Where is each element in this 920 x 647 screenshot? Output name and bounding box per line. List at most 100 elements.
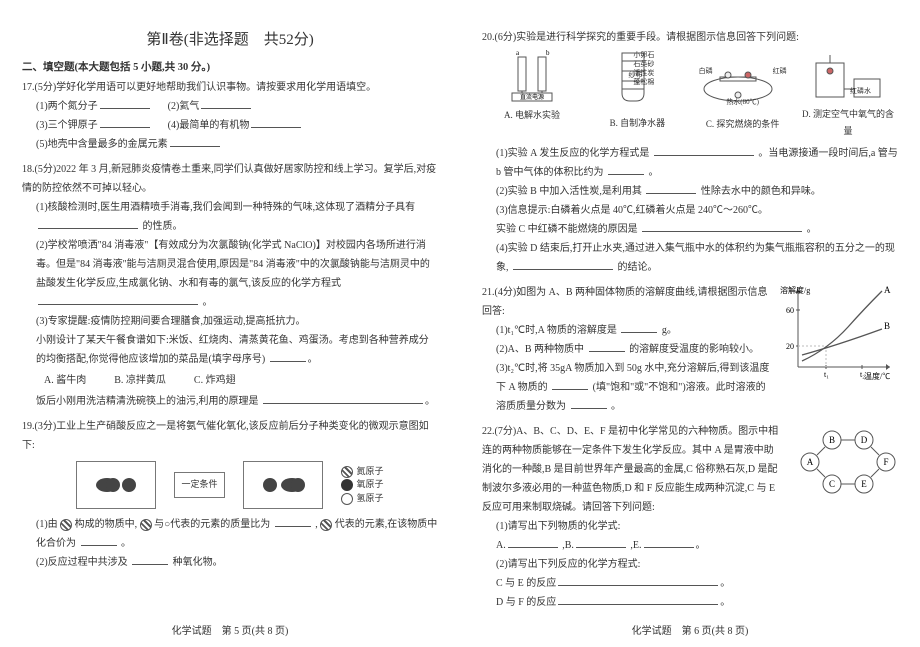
q18-2: (2)学校常喷洒"84 消毒液"【有效成分为次氯酸钠(化学式 NaClO)】对校…	[36, 240, 430, 289]
page-6: 20.(6分)实验是进行科学探究的重要手段。请根据图示信息回答下列问题: 直流电…	[460, 0, 920, 647]
q22-2: (2)请写出下列反应的化学方程式:	[482, 555, 898, 574]
q20-1t: 。	[649, 167, 659, 178]
apparatus-D: 红磷水 D. 测定空气中氧气的含量	[798, 49, 898, 140]
capA: A. 电解水实验	[482, 107, 582, 124]
svg-text:D: D	[861, 435, 868, 445]
blank	[552, 378, 588, 390]
molecule-icon	[263, 478, 277, 492]
open-icon	[341, 493, 353, 505]
q21-3t: 。	[611, 401, 621, 412]
svg-text:E: E	[861, 479, 867, 489]
blank	[621, 321, 657, 333]
q18-optC: C. 炸鸡翅	[194, 371, 236, 390]
q19: 19.(3分)工业上生产硝酸反应之一是将氨气催化氧化,该反应前后分子种类变化的微…	[22, 417, 438, 572]
q17: 17.(5分)学好化学用语可以更好地帮助我们认识事物。请按要求用化学用语填空。 …	[22, 78, 438, 154]
q18: 18.(5分)2022 年 3 月,新冠肺炎疫情卷土重来,同学们认真做好居家防控…	[22, 160, 438, 411]
labC3: 热水(80℃)	[693, 96, 793, 109]
q22-2b: D 与 F 的反应	[496, 597, 556, 608]
svg-text:C: C	[829, 479, 835, 489]
q20: 20.(6分)实验是进行科学探究的重要手段。请根据图示信息回答下列问题: 直流电…	[482, 28, 898, 277]
q20-3b: 实验 C 中红磷不能燃烧的原因是	[496, 224, 638, 235]
blank	[558, 593, 718, 605]
capD: D. 测定空气中氧气的含量	[798, 106, 898, 140]
xt1: t₁	[824, 370, 829, 379]
labD: 红磷水	[850, 85, 920, 98]
q20-apparatus-row: 直流电源 ab A. 电解水实验 小卵石 石英砂	[482, 49, 898, 140]
reaction-arrow: 一定条件	[174, 472, 224, 497]
q20-stem: 20.(6分)实验是进行科学探究的重要手段。请根据图示信息回答下列问题:	[482, 28, 898, 47]
q18-optB: B. 凉拌黄瓜	[114, 371, 166, 390]
q19-products-box	[243, 461, 323, 509]
hatch-icon	[320, 519, 332, 531]
blank	[263, 392, 423, 404]
blank	[571, 397, 607, 409]
blank	[513, 258, 613, 270]
q19-reactants-box	[76, 461, 156, 509]
capC: C. 探究燃烧的条件	[693, 116, 793, 133]
apparatus-A: 直流电源 ab A. 电解水实验	[482, 49, 582, 140]
q19-1d: ,	[315, 519, 318, 530]
blank	[201, 97, 251, 109]
blank	[589, 340, 625, 352]
blank	[38, 217, 138, 229]
apparatus-B: 小卵石 石英砂 活性炭 蓬松棉 纱布 B. 自制净水器	[587, 49, 687, 140]
electrolysis-icon: 直流电源 ab	[490, 49, 574, 107]
blank	[608, 163, 644, 175]
hatch-icon	[60, 519, 72, 531]
q17-2: (2)氦气	[168, 101, 200, 112]
solid-icon	[341, 479, 353, 491]
blank	[38, 293, 198, 305]
blank	[508, 536, 558, 548]
q20-4t: 的结论。	[618, 262, 658, 273]
q17-4: (4)最简单的有机物	[168, 120, 250, 131]
capB: B. 自制净水器	[587, 115, 687, 132]
blank	[646, 182, 696, 194]
q19-1c: 与○代表的元素的质量比为	[154, 519, 270, 530]
q18-1-tail: 的性质。	[143, 221, 183, 232]
q21-1t: g。	[662, 325, 677, 336]
blank	[654, 144, 754, 156]
q19-2t: 种氧化物。	[173, 557, 223, 568]
ytick1: 20	[786, 342, 794, 351]
q17-1: (1)两个氮分子	[36, 101, 98, 112]
section-2-heading: 二、填空题(本大题包括 5 小题,共 30 分。)	[22, 59, 438, 74]
q19-legend: 氮原子 氧原子 氢原子	[341, 465, 384, 506]
blank	[251, 116, 301, 128]
blank	[100, 97, 150, 109]
q21-2a: (2)A、B 两种物质中	[496, 344, 584, 355]
q18-2-tail: 。	[203, 297, 213, 308]
q19-stem: 19.(3分)工业上生产硝酸反应之一是将氨气催化氧化,该反应前后分子种类变化的微…	[22, 417, 438, 455]
legend-h: 氢原子	[357, 492, 384, 506]
hatch-icon	[341, 466, 353, 478]
q20-2a: (2)实验 B 中加入活性炭,是利用其	[496, 186, 642, 197]
labC2: 红磷	[773, 65, 787, 78]
q21-1a: (1)t₁℃时,A 物质的溶解度是	[496, 325, 617, 336]
q21-2t: 的溶解度受温度的影响较小。	[629, 344, 759, 355]
blank	[275, 515, 311, 527]
q22-1: (1)请写出下列物质的化学式:	[482, 517, 898, 536]
q20-3a: (3)信息提示:白磷着火点是 40℃,红磷着火点是 240℃～260℃。	[482, 201, 898, 220]
q20-2t: 性除去水中的颜色和异味。	[701, 186, 821, 197]
blank	[644, 536, 694, 548]
q22: A B C D E F 22.(7分)A、B、C、D、E、F 是初中化学常见的六…	[482, 422, 898, 612]
q19-1t: 。	[121, 538, 131, 549]
svg-text:F: F	[883, 457, 888, 467]
legend-n: 氮原子	[357, 465, 384, 479]
q19-figure: 一定条件 氮原子 氧原子 氢原子	[22, 461, 438, 509]
svg-text:a: a	[516, 49, 520, 57]
blank	[270, 350, 306, 362]
labB1: 小卵石	[633, 51, 733, 60]
q19-1a: (1)由	[36, 519, 58, 530]
molecule-icon	[281, 478, 303, 492]
blank	[558, 574, 718, 586]
blank	[81, 534, 117, 546]
q20-3t: 。	[807, 224, 817, 235]
svg-text:直流电源: 直流电源	[520, 93, 544, 101]
q17-5: (5)地壳中含量最多的金属元素	[36, 139, 168, 150]
blank	[642, 220, 802, 232]
oxygen-measure-icon	[804, 49, 892, 107]
q18-3b: 小刚设计了某天午餐食谱如下:米饭、红烧肉、清蒸黄花鱼、鸡蛋汤。考虑到各种营养成分…	[36, 335, 429, 365]
q22-1c: ,E.	[630, 540, 641, 551]
q18-stem: 18.(5分)2022 年 3 月,新冠肺炎疫情卷土重来,同学们认真做好居家防控…	[22, 160, 438, 198]
blank	[100, 116, 150, 128]
